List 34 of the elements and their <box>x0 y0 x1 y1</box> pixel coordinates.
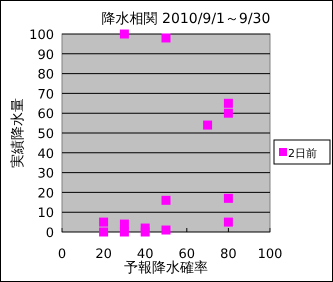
point <box>120 220 129 229</box>
x-tick-label: 60 <box>178 247 196 262</box>
x-tick-label: 80 <box>220 247 237 262</box>
legend-label: 2日前 <box>288 147 317 160</box>
point <box>99 228 108 236</box>
point <box>162 33 170 42</box>
x-tick-label: 20 <box>95 247 112 262</box>
y-tick-label: 50 <box>37 127 54 142</box>
point <box>99 218 108 227</box>
point <box>224 218 233 227</box>
y-tick-label: 100 <box>29 28 54 43</box>
chart-title: 降水相関 2010/9/1～9/30 <box>102 11 270 27</box>
y-tick-label: 80 <box>37 68 54 83</box>
y-tick-label: 70 <box>37 87 54 102</box>
point <box>224 194 233 203</box>
x-tick-label: 0 <box>58 247 66 262</box>
point <box>203 120 212 130</box>
x-tick-label: 40 <box>136 247 154 262</box>
point <box>162 196 170 205</box>
y-tick-label: 40 <box>37 146 54 162</box>
point <box>162 226 170 235</box>
y-axis-title: 実績降水量 <box>10 98 26 168</box>
point <box>120 30 129 38</box>
point <box>224 98 233 108</box>
y-tick-label: 20 <box>37 186 54 202</box>
point <box>140 224 150 233</box>
x-tick-label: 100 <box>258 247 282 262</box>
y-tick-label: 60 <box>37 107 54 122</box>
y-tick-label: 90 <box>37 48 54 63</box>
x-axis-title: 予報降水確率 <box>124 260 208 276</box>
y-tick-label: 10 <box>37 206 54 222</box>
y-tick-label: 0 <box>46 226 54 241</box>
y-tick-label: 30 <box>37 166 54 182</box>
point <box>224 108 233 118</box>
